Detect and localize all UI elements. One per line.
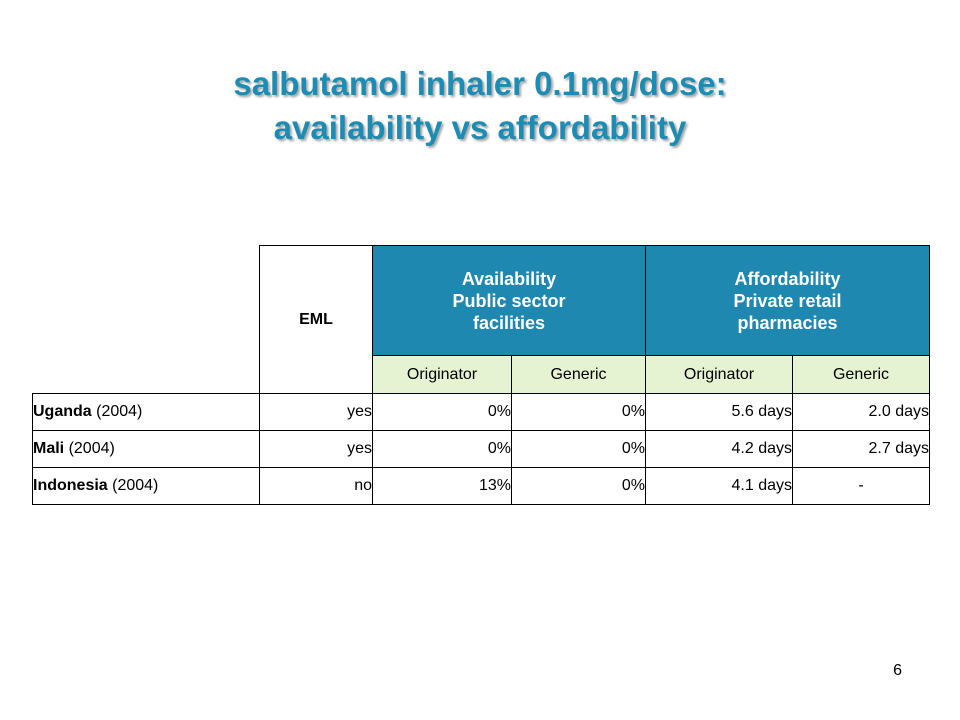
availability-affordability-table: EML Availability Public sector facilitie… bbox=[32, 245, 930, 505]
availability-header-line-3: facilities bbox=[472, 312, 546, 333]
row-afford-generic: 2.0 days bbox=[792, 393, 930, 431]
row-eml: yes bbox=[259, 393, 373, 431]
subheader-avail-generic: Generic bbox=[511, 355, 646, 394]
row-avail-originator: 0% bbox=[372, 430, 512, 468]
eml-header: EML bbox=[259, 245, 373, 394]
page-number: 6 bbox=[893, 662, 902, 679]
row-afford-generic: - bbox=[792, 467, 930, 505]
country-name: Uganda bbox=[33, 403, 92, 420]
subheader-avail-originator: Originator bbox=[372, 355, 512, 394]
row-afford-originator: 4.2 days bbox=[645, 430, 793, 468]
availability-header-line-2: Public sector bbox=[452, 290, 566, 311]
country-name: Mali bbox=[33, 440, 65, 457]
table-subheader-row: Originator Generic Originator Generic bbox=[33, 355, 930, 394]
table-corner-cell bbox=[32, 245, 260, 394]
row-avail-originator: 0% bbox=[372, 393, 512, 431]
country-name: Indonesia bbox=[33, 477, 108, 494]
row-country: Mali (2004) bbox=[32, 430, 260, 468]
affordability-header: Affordability Private retail pharmacies bbox=[645, 245, 930, 356]
country-year: (2004) bbox=[64, 440, 115, 457]
slide-title-line-1: salbutamol inhaler 0.1mg/dose: bbox=[233, 65, 727, 102]
row-country: Uganda (2004) bbox=[32, 393, 260, 431]
table-row-indonesia: Indonesia (2004) no 13% 0% 4.1 days - bbox=[32, 467, 930, 505]
subheader-afford-generic: Generic bbox=[792, 355, 930, 394]
affordability-header-line-1: Affordability bbox=[734, 268, 841, 289]
subheader-afford-originator: Originator bbox=[645, 355, 793, 394]
row-avail-generic: 0% bbox=[511, 430, 646, 468]
row-eml: yes bbox=[259, 430, 373, 468]
row-afford-originator: 4.1 days bbox=[645, 467, 793, 505]
row-eml: no bbox=[259, 467, 373, 505]
row-afford-generic: 2.7 days bbox=[792, 430, 930, 468]
table-row-mali: Mali (2004) yes 0% 0% 4.2 days 2.7 days bbox=[32, 430, 930, 468]
row-avail-originator: 13% bbox=[372, 467, 512, 505]
table-header-row: EML Availability Public sector facilitie… bbox=[32, 245, 930, 394]
availability-header: Availability Public sector facilities bbox=[372, 245, 646, 356]
country-year: (2004) bbox=[107, 477, 159, 494]
row-country: Indonesia (2004) bbox=[32, 467, 260, 505]
row-avail-generic: 0% bbox=[511, 467, 646, 505]
affordability-header-line-3: pharmacies bbox=[737, 312, 838, 333]
slide-title: salbutamol inhaler 0.1mg/dose: availabil… bbox=[0, 62, 960, 150]
affordability-header-line-2: Private retail bbox=[733, 290, 842, 311]
availability-header-line-1: Availability bbox=[461, 268, 557, 289]
country-year: (2004) bbox=[91, 403, 143, 420]
slide-title-line-2: availability vs affordability bbox=[273, 109, 687, 146]
row-afford-originator: 5.6 days bbox=[645, 393, 793, 431]
table-row-uganda: Uganda (2004) yes 0% 0% 5.6 days 2.0 day… bbox=[32, 393, 930, 431]
row-avail-generic: 0% bbox=[511, 393, 646, 431]
